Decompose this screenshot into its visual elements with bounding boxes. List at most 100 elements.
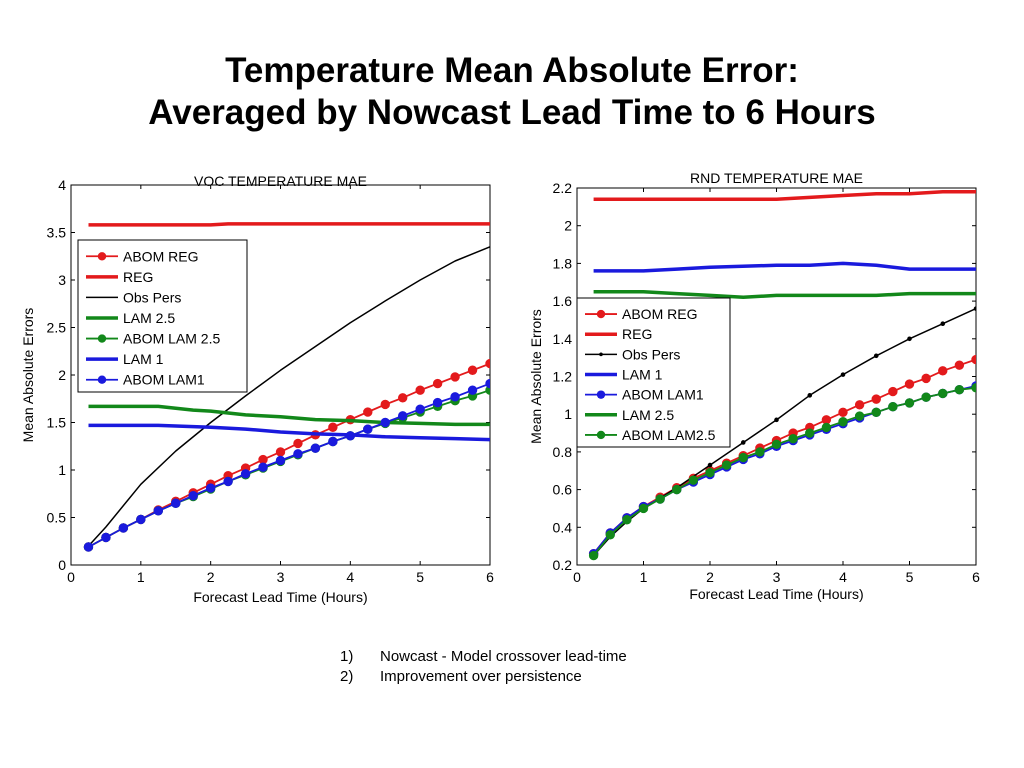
data-point-obs-pers	[873, 353, 879, 359]
data-point-abom-reg	[485, 358, 490, 369]
y-tick-label: 3.5	[47, 225, 67, 241]
y-tick-label: 2.5	[47, 320, 67, 336]
data-point-abom-reg	[467, 365, 478, 375]
data-point-abom-lam1	[171, 498, 181, 508]
series-line-lam-2-5	[593, 289, 976, 300]
x-tick-label: 5	[416, 569, 424, 585]
series-group	[588, 190, 976, 561]
x-tick-label: 2	[706, 569, 714, 585]
data-point-abom-lam2-5	[788, 434, 798, 444]
y-tick-label: 1.2	[553, 369, 573, 385]
series-line-reg	[88, 222, 490, 227]
y-tick-label: 4	[58, 177, 66, 193]
slide-title-line-1: Temperature Mean Absolute Error:	[225, 51, 799, 90]
y-tick-label: 0.4	[553, 519, 573, 535]
data-point-abom-lam2-5	[838, 417, 848, 427]
data-point-abom-lam1	[398, 411, 408, 421]
x-tick-label: 3	[773, 569, 781, 585]
legend-box	[576, 297, 731, 448]
data-point-abom-lam1	[153, 506, 163, 516]
y-tick-label: 2	[564, 218, 572, 234]
data-point-abom-lam2-5	[588, 550, 599, 561]
legend-label: LAM 2.5	[123, 310, 175, 326]
legend-marker	[97, 334, 107, 343]
legend-label: ABOM LAM2.5	[622, 427, 716, 443]
series-line-reg	[593, 190, 976, 202]
data-point-abom-lam1	[328, 436, 338, 447]
y-tick-label: 1.5	[47, 415, 67, 431]
series-line-lam-2-5	[88, 404, 490, 427]
data-point-abom-lam1	[467, 385, 478, 395]
data-point-abom-reg	[450, 372, 460, 382]
legend-marker	[97, 375, 107, 384]
series-line-obs-pers	[87, 246, 490, 547]
x-tick-label: 0	[573, 569, 581, 585]
data-point-abom-reg	[380, 399, 390, 410]
data-point-abom-lam2-5	[954, 384, 965, 395]
data-point-abom-reg	[904, 379, 915, 389]
data-point-abom-lam2-5	[805, 428, 815, 438]
data-point-abom-lam1	[188, 490, 198, 501]
data-point-abom-lam1	[485, 378, 490, 389]
legend-label: LAM 2.5	[622, 407, 674, 423]
data-point-obs-pers	[707, 462, 713, 468]
y-tick-label: 2.2	[553, 180, 573, 196]
data-point-abom-reg	[398, 393, 408, 403]
y-tick-label: 0.6	[553, 482, 573, 498]
legend-label: ABOM LAM 2.5	[123, 331, 220, 347]
data-point-abom-lam2-5	[721, 460, 732, 470]
legend-label: ABOM REG	[622, 306, 697, 322]
legend-label: REG	[123, 269, 153, 285]
data-point-abom-lam1	[363, 424, 373, 434]
y-tick-label: 1	[564, 406, 572, 422]
data-point-abom-lam1	[118, 523, 129, 533]
data-point-abom-lam2-5	[904, 398, 915, 408]
data-point-obs-pers	[840, 372, 846, 377]
x-axis-label: Forecast Lead Time (Hours)	[193, 589, 367, 605]
data-point-abom-lam1	[415, 404, 425, 414]
x-tick-label: 4	[839, 569, 847, 585]
legend-label: Obs Pers	[622, 346, 680, 362]
data-point-abom-reg	[415, 385, 425, 395]
data-point-obs-pers	[973, 306, 976, 311]
data-point-abom-lam1	[345, 431, 356, 441]
data-point-abom-lam2-5	[854, 411, 865, 421]
x-tick-label: 1	[137, 569, 145, 585]
x-axis-label: Forecast Lead Time (Hours)	[689, 586, 863, 602]
data-point-abom-lam1	[293, 449, 303, 459]
data-point-abom-lam1	[240, 469, 251, 479]
legend-label: ABOM LAM1	[622, 387, 704, 403]
data-point-abom-reg	[432, 378, 443, 389]
data-point-abom-lam2-5	[672, 484, 682, 495]
data-point-abom-reg	[954, 360, 965, 370]
data-point-obs-pers	[940, 321, 946, 327]
note-text: Nowcast - Model crossover lead-time	[380, 648, 627, 665]
data-point-abom-reg	[854, 400, 865, 410]
legend-label: LAM 1	[123, 351, 164, 367]
x-tick-label: 4	[346, 569, 354, 585]
series-group	[83, 222, 490, 552]
data-point-abom-lam2-5	[921, 392, 931, 402]
data-point-abom-lam2-5	[622, 515, 632, 525]
data-point-obs-pers	[807, 393, 813, 398]
data-point-obs-pers	[774, 417, 779, 423]
data-point-abom-lam2-5	[738, 452, 748, 463]
data-point-abom-lam1	[101, 532, 111, 543]
data-point-abom-reg	[293, 438, 303, 449]
x-tick-label: 1	[640, 569, 648, 585]
legend-marker	[596, 430, 606, 440]
data-point-abom-lam2-5	[705, 467, 715, 478]
y-axis-label: Mean Absolute Errors	[528, 309, 544, 444]
data-point-abom-lam2-5	[655, 494, 665, 504]
legend-marker	[596, 309, 606, 319]
note-item: 1) Nowcast - Model crossover lead-time	[340, 647, 627, 667]
slide-title-line-2: Averaged by Nowcast Lead Time to 6 Hours	[148, 93, 876, 132]
data-point-abom-lam1	[83, 542, 94, 552]
data-point-abom-reg	[871, 394, 881, 404]
chart-title: VOC TEMPERATURE MAE	[194, 173, 367, 189]
data-point-abom-reg	[838, 407, 848, 418]
data-point-abom-lam1	[136, 514, 146, 525]
data-point-abom-reg	[921, 373, 931, 384]
data-point-abom-lam1	[432, 397, 443, 408]
